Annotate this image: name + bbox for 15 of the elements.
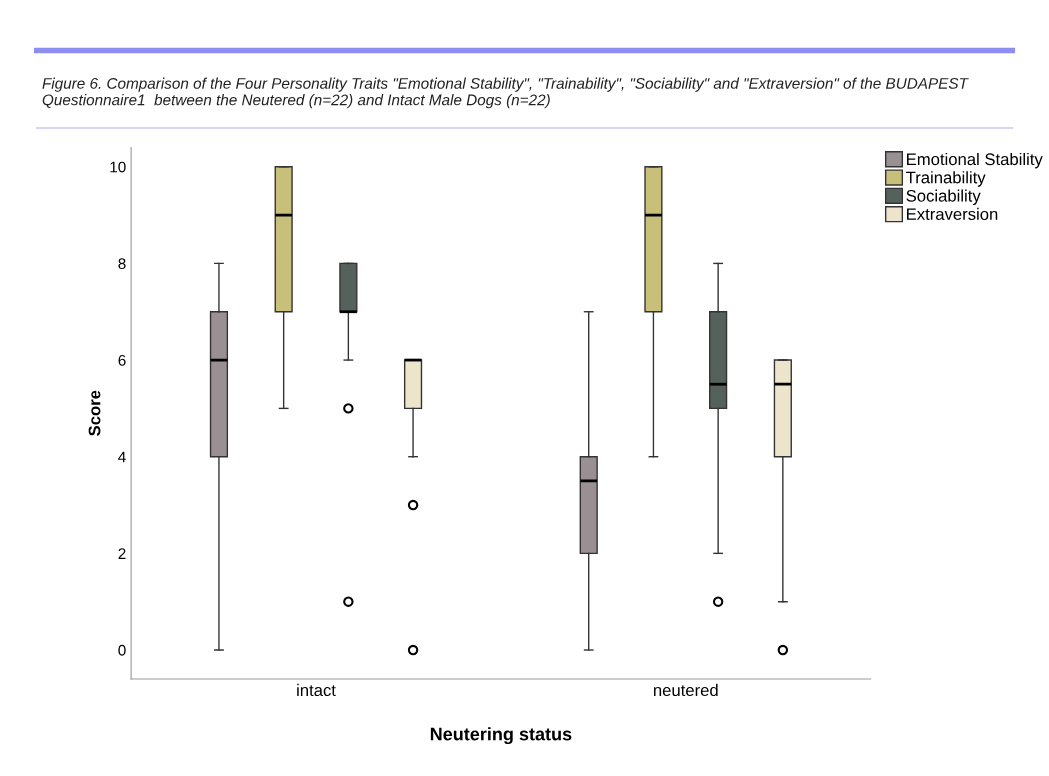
chart-title: Figure 6. Comparison of the Four Personality Traits "Emotional Stability", "Trainability", "Sociability" and "Extraversion" of the BUDAPEST Questionnaire1 between the Neutered (n=22) and Intact Male Dogs (n=22) [42,77,969,109]
y-tick-label: 2 [118,548,126,559]
y-tick-label: 10 [110,161,126,173]
y-tick-label: 8 [118,258,126,270]
legend-label: Emotional Stability [907,152,1043,169]
legend-label: Trainability [906,171,986,187]
legend-label: Sociability [906,189,981,206]
legend-label: Extraversion [907,207,998,221]
x-tick-label: neutered [654,683,718,697]
y-tick-label: 0 [118,644,126,656]
y-tick-label: 4 [118,451,126,463]
y-tick-label: 6 [118,354,126,366]
x-tick-label: intact [297,683,336,697]
y-axis-title: Score [88,390,101,436]
x-axis-title: Neutering status [430,727,572,745]
